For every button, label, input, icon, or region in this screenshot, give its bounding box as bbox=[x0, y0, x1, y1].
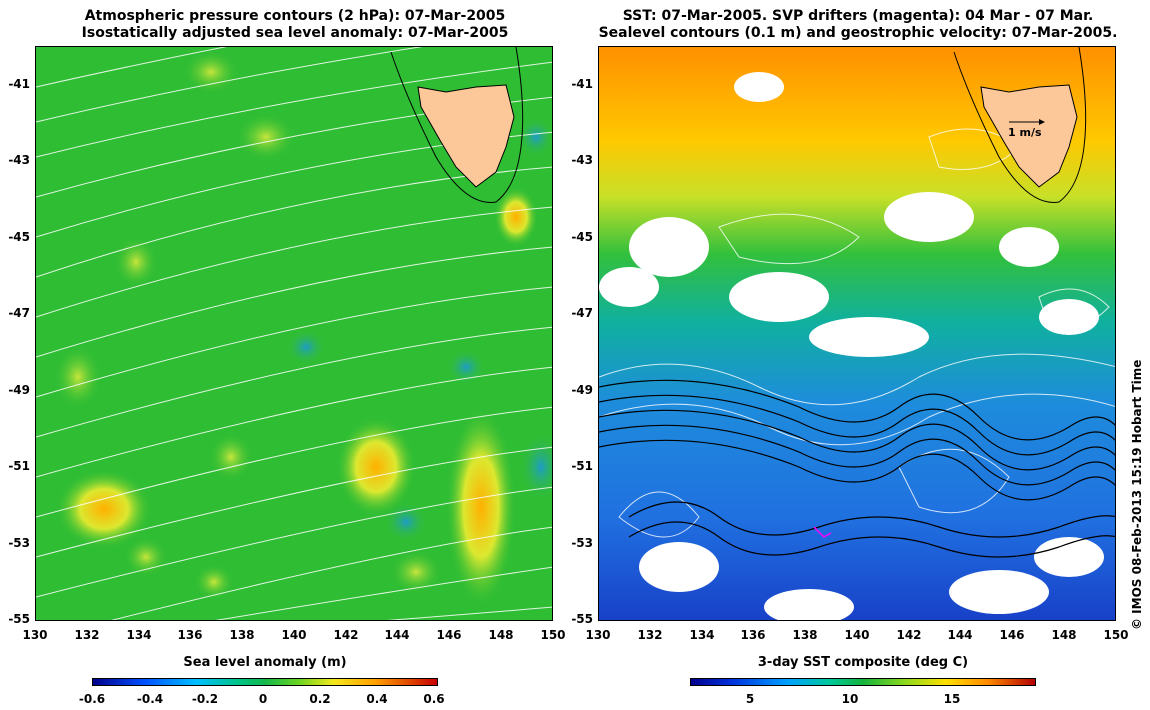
pressure-contours bbox=[36, 47, 552, 620]
lon-tick: 150 bbox=[1103, 628, 1129, 642]
sea-level-colorbar bbox=[92, 678, 438, 686]
geostrophic-velocity-streamlines bbox=[599, 379, 1115, 558]
continental-shelf-outline bbox=[390, 47, 524, 203]
scale-arrow bbox=[1009, 119, 1045, 125]
scale-arrow-label: 1 m/s bbox=[1008, 126, 1042, 139]
lat-tick: -53 bbox=[8, 536, 30, 550]
credit-text: © IMOS 08-Feb-2013 15:19 Hobart Time bbox=[1130, 359, 1144, 630]
lat-tick: -41 bbox=[8, 77, 30, 91]
colorbar-tick: 10 bbox=[841, 692, 859, 706]
lon-tick: 142 bbox=[896, 628, 922, 642]
lat-tick: -47 bbox=[571, 306, 593, 320]
right-map-title: SST: 07-Mar-2005. SVP drifters (magenta)… bbox=[598, 8, 1118, 42]
colorbar-tick: 0.4 bbox=[366, 692, 388, 706]
colorbar-tick: 0.2 bbox=[309, 692, 331, 706]
lat-tick: -43 bbox=[571, 153, 593, 167]
lat-tick: -43 bbox=[8, 153, 30, 167]
lon-tick: 138 bbox=[229, 628, 255, 642]
lon-tick: 148 bbox=[488, 628, 514, 642]
colorbar-tick: -0.4 bbox=[136, 692, 164, 706]
tasmania-land-right bbox=[980, 84, 1078, 188]
lat-tick: -41 bbox=[571, 77, 593, 91]
lat-tick: -53 bbox=[571, 536, 593, 550]
lon-tick: 148 bbox=[1051, 628, 1077, 642]
lon-tick: 146 bbox=[436, 628, 462, 642]
lat-tick: -55 bbox=[8, 612, 30, 626]
lon-tick: 132 bbox=[74, 628, 100, 642]
lon-tick: 140 bbox=[281, 628, 307, 642]
cloud-gaps bbox=[599, 72, 1104, 620]
left-map-title: Atmospheric pressure contours (2 hPa): 0… bbox=[35, 8, 555, 42]
lon-tick: 144 bbox=[947, 628, 973, 642]
lat-tick: -45 bbox=[571, 230, 593, 244]
left-colorbar-label: Sea level anomaly (m) bbox=[183, 655, 347, 670]
left-title-line2: Isostatically adjusted sea level anomaly… bbox=[81, 25, 509, 41]
lon-tick: 142 bbox=[333, 628, 359, 642]
lat-tick: -49 bbox=[8, 383, 30, 397]
lon-tick: 132 bbox=[637, 628, 663, 642]
continental-shelf-outline-right bbox=[953, 47, 1087, 203]
right-title-line2: Sealevel contours (0.1 m) and geostrophi… bbox=[598, 25, 1118, 41]
right-title-line1: SST: 07-Mar-2005. SVP drifters (magenta)… bbox=[622, 8, 1094, 24]
colorbar-tick: 15 bbox=[943, 692, 961, 706]
colorbar-tick: -0.2 bbox=[191, 692, 219, 706]
lat-tick: -55 bbox=[571, 612, 593, 626]
left-title-line1: Atmospheric pressure contours (2 hPa): 0… bbox=[84, 8, 506, 24]
lon-tick: 140 bbox=[844, 628, 870, 642]
lon-tick: 134 bbox=[126, 628, 152, 642]
sst-composite-map bbox=[598, 46, 1116, 621]
colorbar-tick: 0 bbox=[258, 692, 268, 706]
tasmania-land bbox=[417, 84, 515, 188]
lon-tick: 130 bbox=[22, 628, 48, 642]
lat-tick: -45 bbox=[8, 230, 30, 244]
lon-tick: 136 bbox=[740, 628, 766, 642]
sst-colorbar bbox=[690, 678, 1036, 686]
lat-tick: -51 bbox=[571, 459, 593, 473]
lat-tick: -49 bbox=[571, 383, 593, 397]
lon-tick: 146 bbox=[999, 628, 1025, 642]
sea-level-anomaly-map bbox=[35, 46, 553, 621]
sea-level-contours bbox=[599, 128, 1115, 538]
lon-tick: 130 bbox=[585, 628, 611, 642]
colorbar-tick: -0.6 bbox=[78, 692, 106, 706]
right-colorbar-label: 3-day SST composite (deg C) bbox=[757, 655, 969, 670]
lon-tick: 144 bbox=[384, 628, 410, 642]
lat-tick: -51 bbox=[8, 459, 30, 473]
lon-tick: 150 bbox=[540, 628, 566, 642]
colorbar-tick: 0.6 bbox=[423, 692, 445, 706]
lon-tick: 138 bbox=[792, 628, 818, 642]
lat-tick: -47 bbox=[8, 306, 30, 320]
lon-tick: 134 bbox=[689, 628, 715, 642]
colorbar-tick: 5 bbox=[745, 692, 755, 706]
lon-tick: 136 bbox=[177, 628, 203, 642]
drifter-tracks bbox=[813, 526, 832, 538]
